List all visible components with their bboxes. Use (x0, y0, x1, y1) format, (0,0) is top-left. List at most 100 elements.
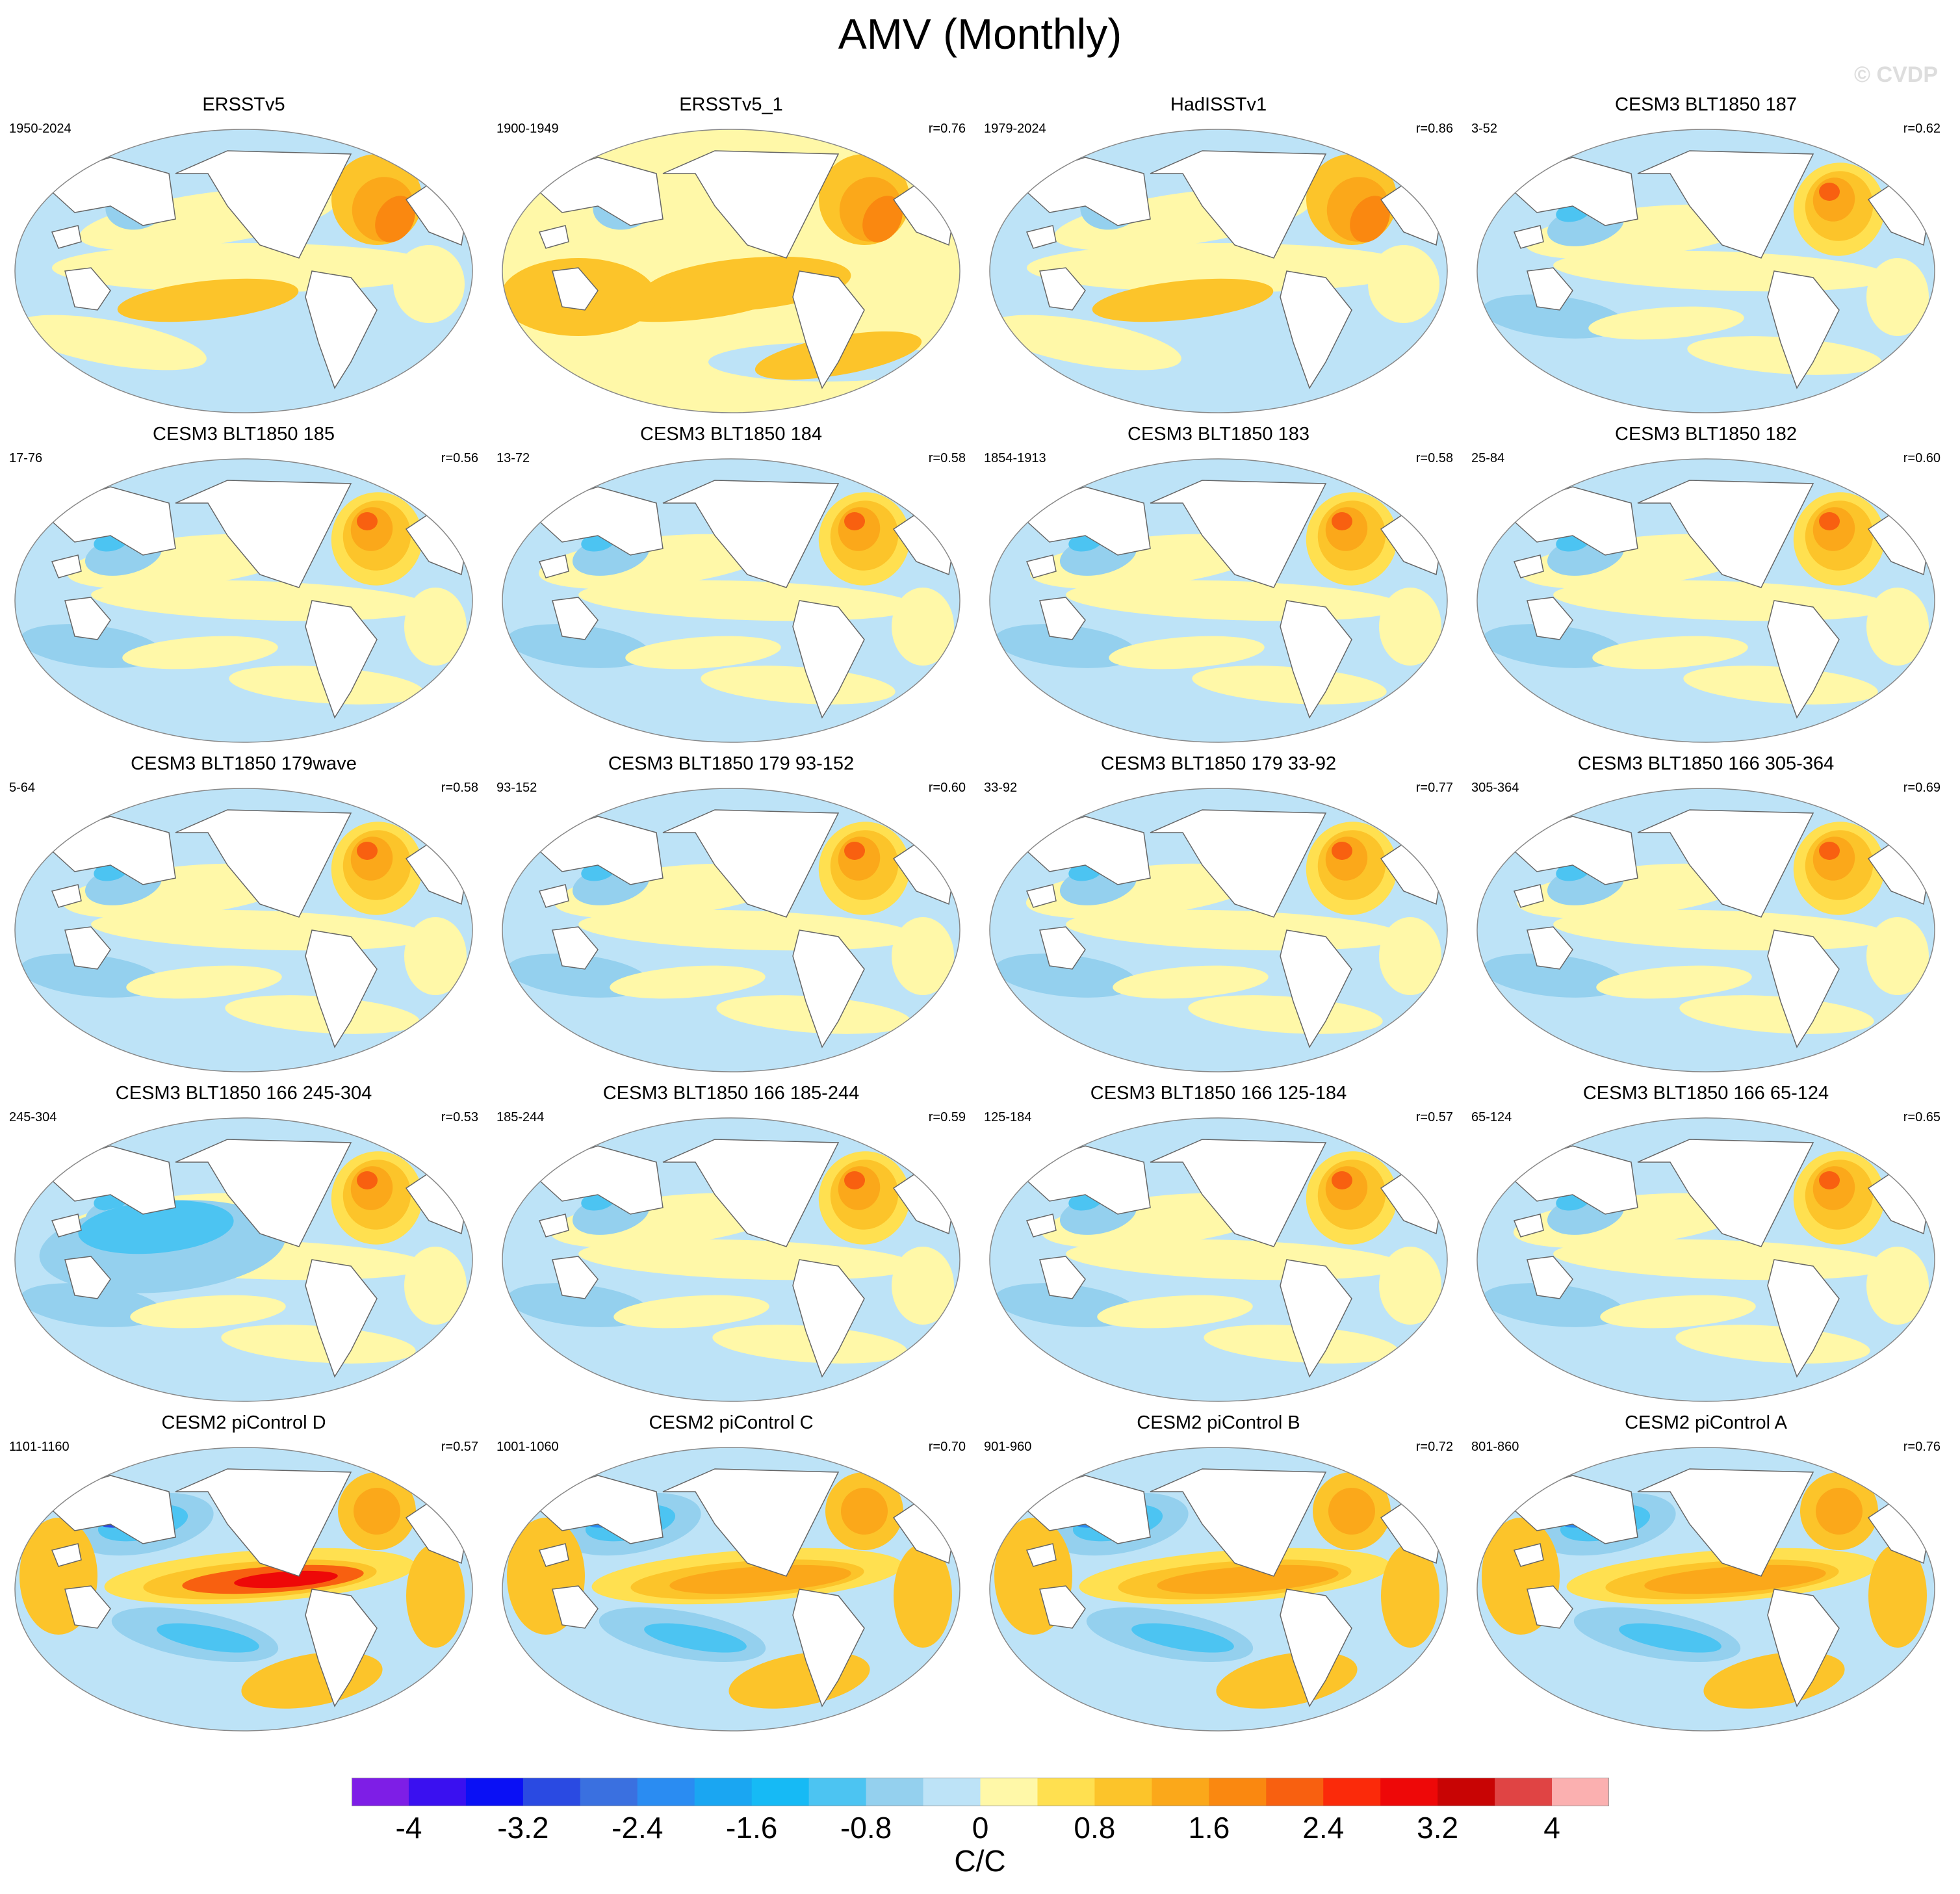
colorbar-swatch (1438, 1778, 1495, 1806)
panel-correlation: r=0.60 (1903, 451, 1941, 465)
panel-correlation: r=0.76 (928, 122, 966, 136)
colorbar-border (352, 1778, 1609, 1806)
panel-years: 25-84 (1471, 451, 1505, 465)
landmass (538, 1213, 569, 1238)
landmass (538, 1543, 569, 1567)
sst-anomaly-region (1332, 1171, 1352, 1189)
map-outline (502, 788, 961, 1072)
landmass (1280, 1259, 1352, 1378)
sst-anomaly-region (644, 1623, 747, 1653)
sst-anomaly-region (1192, 666, 1387, 705)
panel-correlation: r=0.86 (1415, 122, 1453, 136)
colorbar-swatch (408, 1778, 467, 1806)
sst-anomaly-region (1379, 1247, 1441, 1325)
sst-anomaly-region (406, 1544, 465, 1648)
map-outline (502, 129, 961, 413)
panel-title: CESM3 BLT1850 183 (1128, 424, 1309, 445)
landmass (1513, 225, 1544, 249)
panel-correlation: r=0.65 (1903, 1110, 1941, 1124)
panel-correlation: r=0.76 (1903, 1440, 1941, 1454)
panel-years: 93-152 (496, 781, 537, 795)
landmass (1280, 1589, 1352, 1707)
landmass (1025, 554, 1057, 578)
sst-anomaly-region (1482, 624, 1625, 668)
sst-anomaly-region (1819, 512, 1840, 530)
sst-anomaly-region (1588, 306, 1744, 340)
sst-anomaly-region (404, 588, 467, 666)
colorbar-swatch (808, 1778, 867, 1806)
landmass (305, 1259, 378, 1378)
landmass (175, 150, 352, 259)
panel-years: 901-960 (984, 1440, 1032, 1454)
sst-anomaly-region (1816, 1488, 1863, 1535)
map-panel: CESM3 BLT1850 166 185-244 185-244 r=0.59 (487, 1083, 975, 1408)
colorbar-swatch (751, 1778, 810, 1806)
landmass (51, 1213, 82, 1238)
sst-anomaly-region (1092, 278, 1274, 322)
landmass (175, 809, 352, 918)
sst-anomaly-region (613, 1295, 769, 1329)
robinson-map (989, 129, 1448, 413)
panel-correlation: r=0.57 (1415, 1110, 1453, 1124)
landmass (305, 600, 378, 719)
sst-anomaly-region (712, 1325, 907, 1364)
sst-anomaly-region (862, 196, 903, 242)
sst-anomaly-region (126, 965, 282, 999)
sst-anomaly-region (844, 512, 865, 530)
landmass (538, 554, 569, 578)
sst-anomaly-region (1596, 965, 1752, 999)
panel-title: CESM3 BLT1850 166 185-244 (602, 1083, 860, 1104)
sst-anomaly-region (1482, 1283, 1625, 1327)
sst-anomaly-region (357, 842, 378, 860)
colorbar-tick-label: -3.2 (497, 1811, 549, 1845)
landmass (1527, 267, 1573, 311)
map-outline (14, 129, 473, 413)
sst-anomaly-region (117, 278, 299, 322)
panel-correlation: r=0.72 (1415, 1440, 1453, 1454)
robinson-map (502, 129, 961, 413)
landmass (792, 600, 865, 719)
sst-anomaly-region (994, 624, 1137, 668)
sst-anomaly-region (625, 636, 781, 669)
colorbar-swatch (1380, 1778, 1438, 1806)
map-panel: CESM2 piControl B 901-960 r=0.72 (975, 1412, 1462, 1737)
landmass (64, 1585, 111, 1629)
sst-anomaly-region (1368, 245, 1439, 323)
sst-anomaly-region (1866, 1247, 1929, 1325)
colorbar-tick-label: 0 (972, 1811, 989, 1845)
landmass (1637, 1139, 1814, 1247)
sst-anomaly-region (994, 953, 1137, 998)
sst-anomaly-region (1866, 917, 1929, 995)
map-panel: CESM3 BLT1850 183 1854-1913 r=0.58 (975, 424, 1462, 749)
sst-anomaly-region (357, 512, 378, 530)
map-panel: CESM3 BLT1850 179wave 5-64 r=0.58 (0, 753, 487, 1078)
sst-anomaly-region (1644, 1564, 1826, 1594)
landmass (792, 929, 865, 1048)
landmass (1767, 600, 1840, 719)
robinson-map (1476, 788, 1935, 1072)
landmass (1280, 600, 1352, 719)
robinson-map (14, 1447, 473, 1732)
sst-anomaly-region (357, 1171, 378, 1189)
sst-anomaly-region (1683, 666, 1878, 705)
map-panel: CESM3 BLT1850 179 33-92 33-92 r=0.77 (975, 753, 1462, 1078)
map-outline (14, 788, 473, 1072)
robinson-map (14, 1117, 473, 1402)
landmass (1637, 1468, 1814, 1577)
landmass (1025, 225, 1057, 249)
colorbar-tick-label: -0.8 (840, 1811, 892, 1845)
map-outline (14, 1447, 473, 1732)
map-outline (989, 129, 1448, 413)
landmass (662, 809, 840, 918)
sst-anomaly-region (841, 1488, 888, 1535)
landmass (1513, 1213, 1544, 1238)
colorbar-swatch (352, 1778, 409, 1806)
colorbar-tick-label: 4 (1543, 1811, 1560, 1845)
sst-anomaly-region (1482, 953, 1625, 998)
landmass (1150, 480, 1327, 588)
sst-anomaly-region (375, 196, 415, 242)
sst-anomaly-region (1332, 842, 1352, 860)
robinson-map (14, 788, 473, 1072)
map-outline (989, 1447, 1448, 1732)
colorbar-swatch (580, 1778, 638, 1806)
